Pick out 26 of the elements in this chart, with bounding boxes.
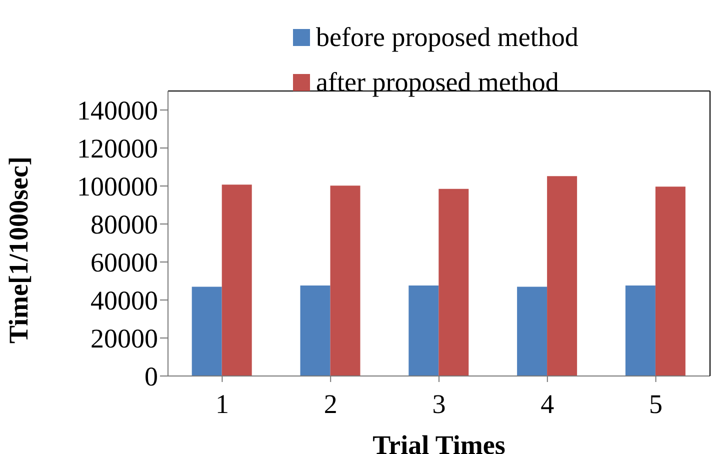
y-tick-label: 140000 bbox=[77, 96, 158, 126]
y-tick-label: 40000 bbox=[90, 286, 158, 316]
y-tick-label: 80000 bbox=[90, 210, 158, 240]
y-tick-label: 0 bbox=[144, 362, 158, 392]
bar bbox=[547, 176, 578, 376]
x-tick-label: 5 bbox=[649, 389, 663, 420]
x-tick-label: 3 bbox=[432, 389, 446, 420]
bar bbox=[408, 286, 439, 376]
y-axis-title: Time[1/1000sec] bbox=[4, 156, 34, 344]
bar bbox=[655, 186, 686, 376]
bar bbox=[517, 286, 548, 376]
bar bbox=[192, 286, 222, 376]
bar bbox=[625, 286, 656, 376]
bar bbox=[330, 186, 360, 376]
y-tick-label: 20000 bbox=[90, 324, 158, 354]
x-tick-label: 2 bbox=[324, 389, 338, 420]
y-tick-label: 60000 bbox=[90, 248, 158, 278]
bar bbox=[300, 286, 330, 376]
y-tick-label: 120000 bbox=[77, 134, 158, 164]
bar bbox=[438, 188, 469, 376]
x-axis-title: Trial Times bbox=[372, 430, 506, 454]
y-tick-label: 100000 bbox=[77, 172, 158, 202]
legend-label: before proposed method bbox=[316, 22, 578, 53]
x-tick-label: 4 bbox=[540, 389, 555, 420]
x-tick-label: 1 bbox=[215, 389, 229, 420]
bar bbox=[222, 184, 252, 376]
